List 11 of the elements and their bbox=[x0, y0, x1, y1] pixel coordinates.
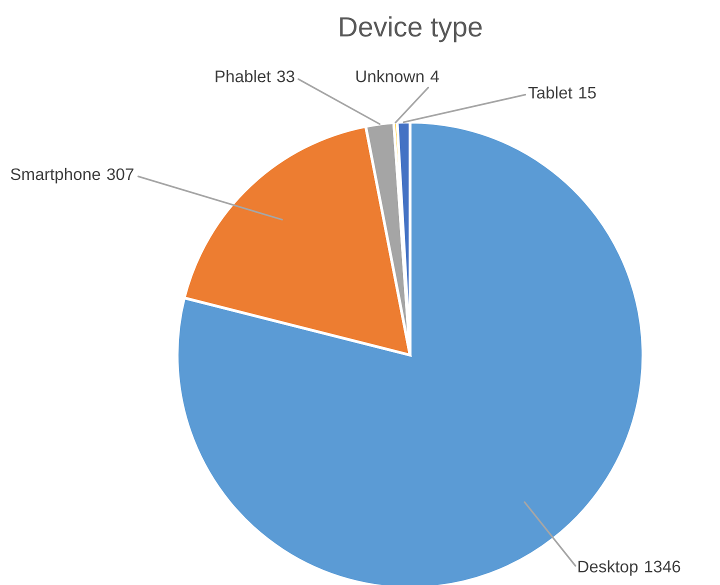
data-label: 1346 bbox=[645, 560, 680, 572]
data-label: 307 bbox=[107, 168, 134, 180]
slice-label: Desktop bbox=[578, 560, 638, 576]
slice-label: Smartphone bbox=[10, 168, 100, 184]
slice-label: Phablet bbox=[216, 70, 271, 82]
data-label: 4 bbox=[430, 70, 439, 82]
slice-label: Unknown bbox=[356, 70, 424, 82]
data-label: 33 bbox=[277, 70, 294, 82]
chart-title: Device type bbox=[340, 16, 482, 42]
slice-label: Tablet bbox=[528, 86, 572, 99]
data-label: 15 bbox=[579, 86, 596, 99]
